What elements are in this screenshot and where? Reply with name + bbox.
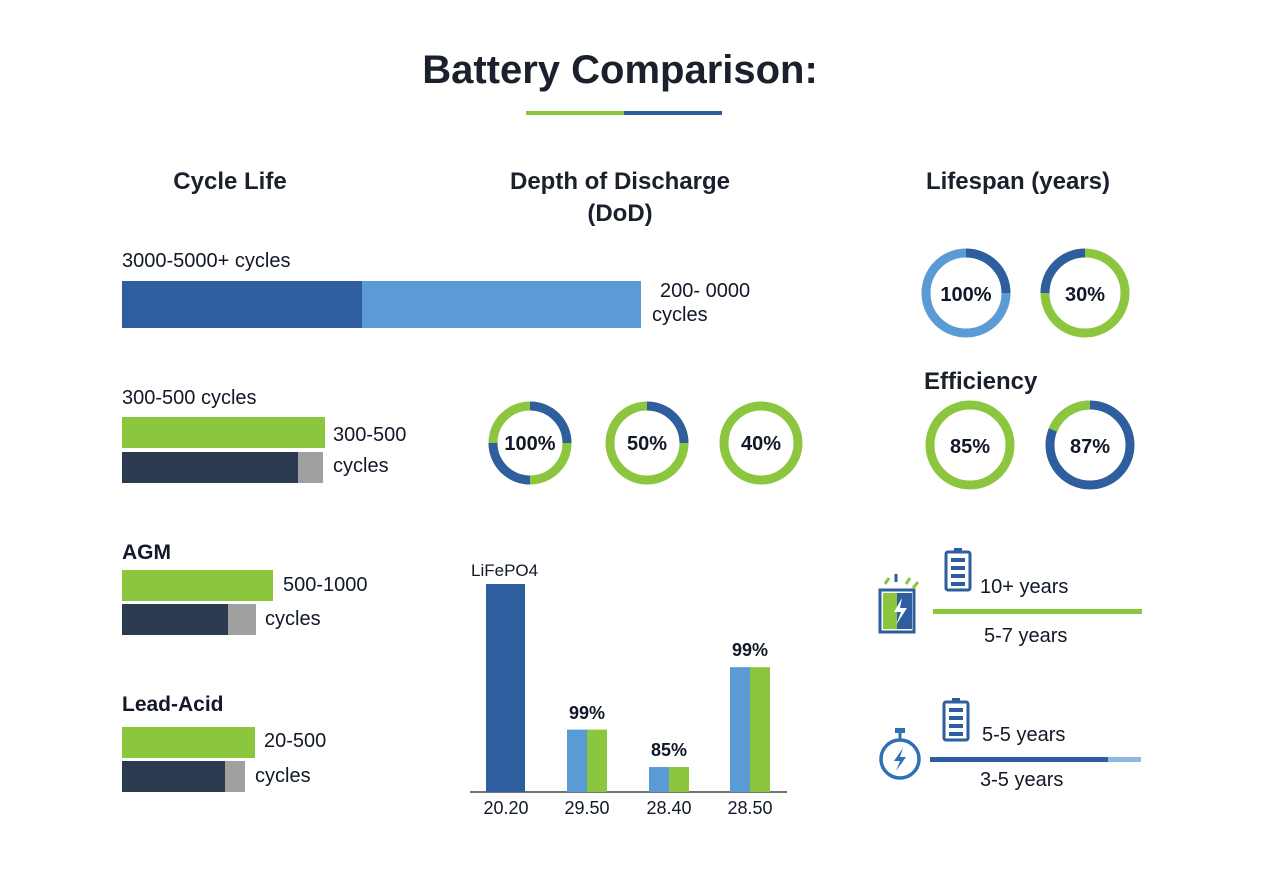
battery-icon-2 <box>942 698 970 742</box>
cycle-item-1-value-line2: cycles <box>652 304 708 326</box>
years-line-2-dark <box>930 757 1108 762</box>
dod-donut-1: 100% <box>488 401 572 485</box>
bar-chart-tick-2: 29.50 <box>564 798 610 818</box>
bar-chart-marks <box>486 584 770 792</box>
battery-charging-icon <box>878 574 920 634</box>
dod-donut-3: 40% <box>719 401 803 485</box>
cycle-item-3-bar-navy <box>122 604 228 635</box>
efficiency-donut-1-label: 85% <box>950 436 990 458</box>
dod-donut-3-label: 40% <box>741 433 781 455</box>
bar-chart-tick-4: 28.50 <box>727 798 773 818</box>
cycle-item-1-value-line1: 200- 0000 <box>660 280 751 302</box>
cycle-item-3-bar-gray <box>228 604 256 635</box>
years-group2-top: 5-5 years <box>982 724 1066 746</box>
bar-chart-tick-3: 28.40 <box>646 798 692 818</box>
bar-series-a-2 <box>567 729 587 792</box>
cycle-item-2-label: 300-500 cycles <box>122 387 257 409</box>
cycle-item-4-value-line2: cycles <box>255 765 311 787</box>
dod-heading-line1: Depth of Discharge <box>509 168 731 195</box>
battery-icon-1 <box>944 548 972 592</box>
dod-donut-1-label: 100% <box>504 433 555 455</box>
cycle-item-2-value-line1: 300-500 <box>333 424 407 446</box>
cycle-item-4-value-line1: 20-500 <box>264 730 327 752</box>
efficiency-donut-2-label: 87% <box>1070 436 1110 458</box>
bar-chart-data-label-2: 99% <box>568 702 606 723</box>
lifespan-donut-2-label: 30% <box>1065 284 1105 306</box>
dod-heading-line2: (DoD) <box>587 200 653 227</box>
dod-donut-2-label: 50% <box>627 433 667 455</box>
bar-series-a-3 <box>649 767 669 792</box>
lifespan-heading: Lifespan (years) <box>925 168 1111 195</box>
bar-series-a-1 <box>486 584 525 792</box>
years-group1-top: 10+ years <box>980 576 1069 598</box>
cycle-item-1-label: 3000-5000+ cycles <box>122 250 291 272</box>
years-group2-bottom: 3-5 years <box>980 769 1064 791</box>
cycle-item-1-bar-dark <box>122 281 362 328</box>
lifespan-donut-1-label: 100% <box>940 284 991 306</box>
efficiency-donut-1: 85% <box>925 400 1015 490</box>
bar-series-b-2 <box>587 729 607 792</box>
years-line-1 <box>933 609 1142 614</box>
bar-series-b-4 <box>750 667 770 792</box>
cycle-item-4-label: Lead-Acid <box>122 693 224 716</box>
cycle-item-2-value-line2: cycles <box>333 455 389 477</box>
cycle-item-1-bar-light <box>362 281 641 328</box>
cycle-life-heading: Cycle Life <box>173 168 287 195</box>
lifespan-donut-1: 100% <box>921 248 1011 338</box>
bar-chart-data-label-3: 85% <box>650 740 688 761</box>
cycle-item-3-label: AGM <box>122 541 171 564</box>
bar-series-a-4 <box>730 667 750 792</box>
bar-chart-data-label-4: 99% <box>731 640 769 661</box>
bar-chart-title: LiFePO4 <box>471 561 539 580</box>
cycle-item-4-bar-gray <box>225 761 245 792</box>
years-line-2-light <box>1108 757 1141 762</box>
cycle-item-4-bar-navy <box>122 761 225 792</box>
years-group1-bottom: 5-7 years <box>984 625 1068 647</box>
bar-chart-tick-1: 20.20 <box>483 798 529 818</box>
lifespan-donut-2: 30% <box>1040 248 1130 338</box>
bar-series-b-3 <box>669 767 689 792</box>
efficiency-donut-2: 87% <box>1045 400 1135 490</box>
cycle-item-2-bar-gray <box>298 452 323 483</box>
dod-heading: Depth of Discharge (DoD) <box>470 166 770 230</box>
stopwatch-icon <box>879 728 921 780</box>
cycle-item-3-bar-green <box>122 570 273 601</box>
page-title: Battery Comparison: <box>422 48 818 92</box>
efficiency-heading: Efficiency <box>924 368 1038 395</box>
cycle-item-3-value-line2: cycles <box>265 608 321 630</box>
cycle-item-2-bar-green <box>122 417 325 448</box>
dod-donut-2: 50% <box>605 401 689 485</box>
cycle-item-4-bar-green <box>122 727 255 758</box>
title-underline <box>526 111 722 115</box>
cycle-item-3-value-line1: 500-1000 <box>283 574 368 596</box>
cycle-item-2-bar-navy <box>122 452 298 483</box>
